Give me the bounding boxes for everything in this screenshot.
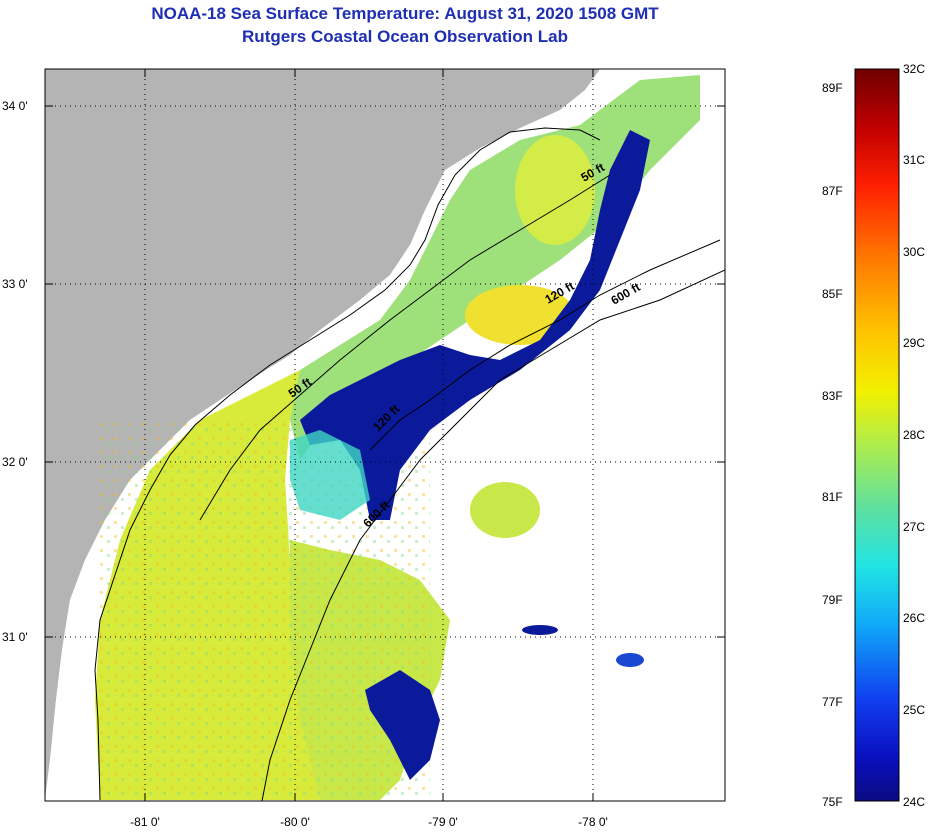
lat-label-34: 34 0' <box>2 99 28 113</box>
colorbar-c-28: 28C <box>903 428 926 442</box>
land-mass <box>45 69 600 800</box>
colorbar-c-25: 25C <box>903 703 926 717</box>
lon-label-78: -78 0' <box>578 815 608 829</box>
colorbar-f-83: 83F <box>822 389 843 403</box>
lat-label-33: 33 0' <box>2 277 28 291</box>
graticule <box>45 69 725 801</box>
lat-label-32: 32 0' <box>2 455 28 469</box>
colorbar-c-29: 29C <box>903 336 926 350</box>
axis-ticks <box>45 69 725 801</box>
colorbar-f-75: 75F <box>822 795 843 809</box>
sst-small-cold-spot <box>616 653 644 667</box>
lat-label-31: 31 0' <box>2 630 28 644</box>
map-subtitle: Rutgers Coastal Ocean Observation Lab <box>242 27 568 46</box>
colorbar <box>854 68 900 802</box>
colorbar-f-85: 85F <box>822 287 843 301</box>
sst-northern-patch <box>515 135 595 245</box>
isobath-50ft <box>199 174 611 521</box>
sst-cyan-front <box>290 430 370 520</box>
map-title: NOAA-18 Sea Surface Temperature: August … <box>151 4 659 23</box>
sst-cold-southern <box>365 670 440 780</box>
isobath-600ft <box>261 269 725 801</box>
lon-label-80: -80 0' <box>280 815 310 829</box>
map-frame <box>44 68 726 802</box>
colorbar-c-24: 24C <box>903 795 926 809</box>
colorbar-f-77: 77F <box>822 695 843 709</box>
coastline <box>94 127 601 801</box>
colorbar-f-89: 89F <box>822 81 843 95</box>
colorbar-f-81: 81F <box>822 490 843 504</box>
lon-label-79: -79 0' <box>428 815 458 829</box>
isobath-120ft <box>369 239 721 451</box>
colorbar-f-87: 87F <box>822 184 843 198</box>
colorbar-f-79: 79F <box>822 593 843 607</box>
colorbar-c-31: 31C <box>903 153 926 167</box>
sst-small-cold-spot-2 <box>522 625 558 635</box>
lon-label-81: -81 0' <box>130 815 160 829</box>
colorbar-c-27: 27C <box>903 520 926 534</box>
sst-offshore-patch <box>470 482 540 538</box>
colorbar-c-30: 30C <box>903 245 926 259</box>
colorbar-c-26: 26C <box>903 611 926 625</box>
sst-cold-upwelling <box>300 130 650 520</box>
colorbar-c-32: 32C <box>903 62 926 76</box>
